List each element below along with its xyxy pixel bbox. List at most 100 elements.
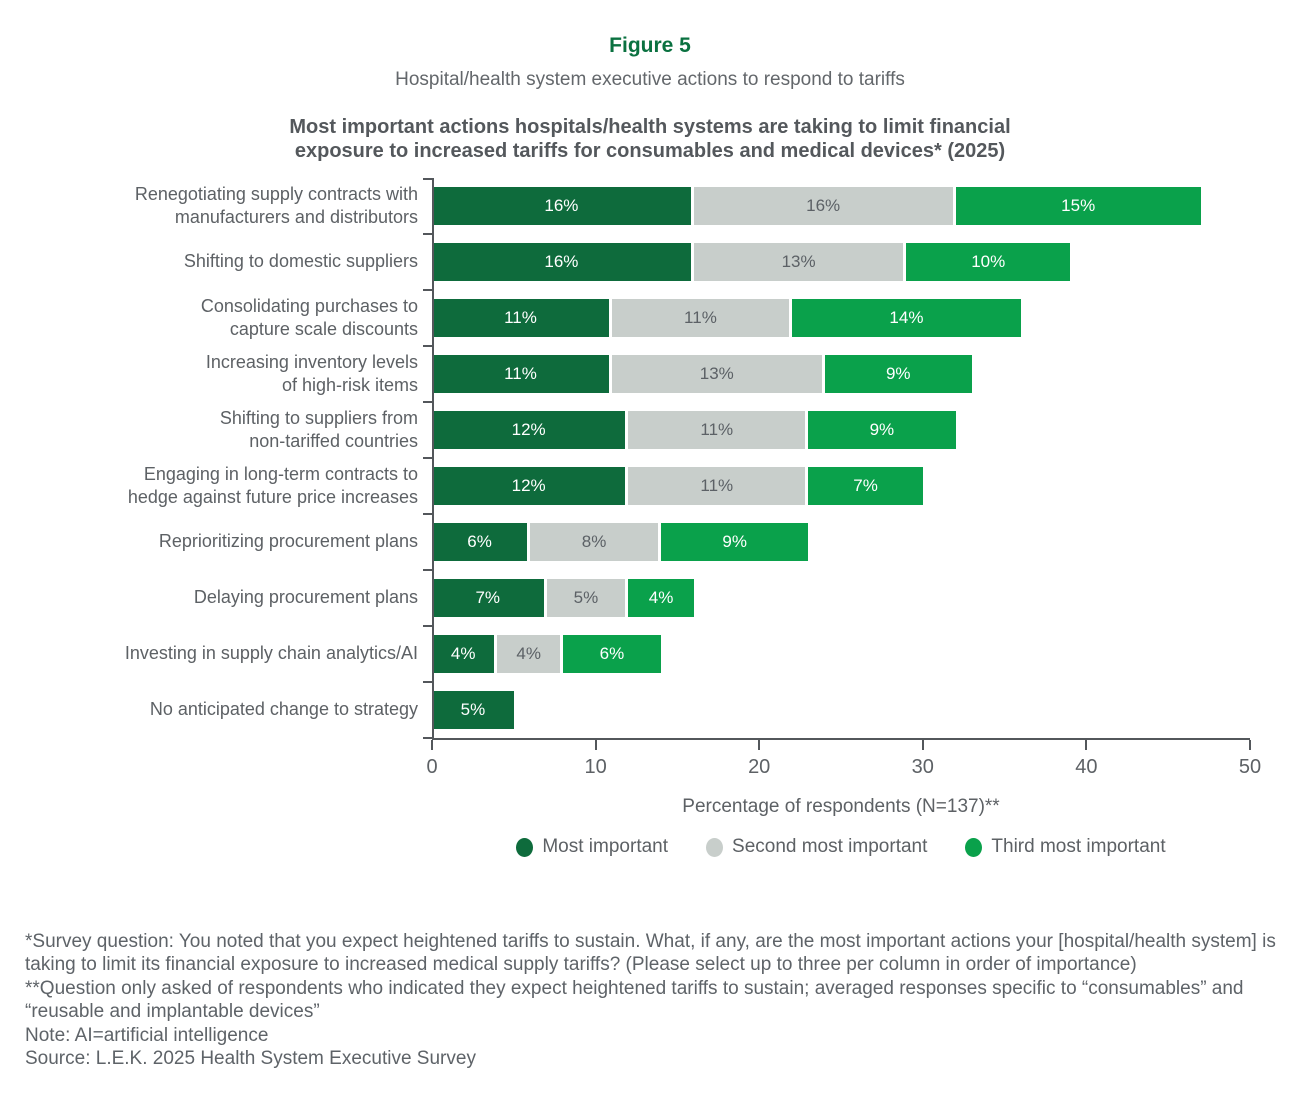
bar-segment: 5%: [432, 691, 514, 729]
bar-track: 4% 4% 6%: [432, 635, 1250, 673]
bar-segment: 9%: [661, 523, 809, 561]
footnote-line: Source: L.E.K. 2025 Health System Execut…: [25, 1048, 476, 1070]
legend-item: Third most important: [965, 836, 1166, 858]
bar-row: Shifting to suppliers from non-tariffed c…: [0, 402, 1300, 458]
bar-segment: 16%: [432, 243, 694, 281]
bar-row: Engaging in long-term contracts to hedge …: [0, 458, 1300, 514]
bar-segment: 11%: [432, 355, 612, 393]
bar-track: 16% 13% 10%: [432, 243, 1250, 281]
y-axis-tick: [423, 513, 432, 515]
category-label: Increasing inventory levels of high-risk …: [205, 351, 418, 395]
bar-row: Delaying procurement plans 7% 5% 4%: [0, 570, 1300, 626]
x-axis-title: Percentage of respondents (N=137)**: [682, 796, 1000, 817]
legend-item: Most important: [516, 836, 668, 858]
bar-segment: 12%: [432, 467, 629, 505]
bar-row: Investing in supply chain analytics/AI 4%…: [0, 626, 1300, 682]
stacked-bar-chart: Renegotiating supply contracts with manuf…: [0, 178, 1300, 878]
bar-segment: 4%: [432, 635, 498, 673]
bar-row: Shifting to domestic suppliers 16% 13% 10%: [0, 234, 1300, 290]
bar-row: Consolidating purchases to capture scale …: [0, 290, 1300, 346]
bar-segment: 13%: [693, 243, 907, 281]
x-axis-tick: [1249, 740, 1251, 750]
figure-subtitle: Hospital/health system executive actions…: [395, 69, 905, 90]
bar-track: 16% 16% 15%: [432, 187, 1250, 225]
x-tick-label: 0: [426, 756, 438, 778]
y-axis-tick: [423, 625, 432, 627]
y-axis-tick: [423, 457, 432, 459]
bar-track: 6% 8% 9%: [432, 523, 1250, 561]
footnote-line: Note: AI=artificial intelligence: [25, 1024, 269, 1046]
bar-segment: 4%: [497, 635, 563, 673]
bar-segment: 7%: [808, 467, 923, 505]
legend-label: Third most important: [991, 836, 1166, 857]
bar-segment: 11%: [628, 467, 809, 505]
y-axis-tick: [423, 681, 432, 683]
x-axis-tick: [921, 740, 924, 750]
category-label: Investing in supply chain analytics/AI: [124, 643, 418, 664]
legend-item: Second most important: [706, 836, 927, 858]
bar-segment: 10%: [906, 243, 1071, 281]
bar-track: 7% 5% 4%: [432, 579, 1250, 617]
category-label: Reprioritizing procurement plans: [158, 531, 418, 552]
bar-track: 11% 11% 14%: [432, 299, 1250, 337]
y-axis-tick: [423, 737, 432, 739]
bar-segment: 11%: [628, 411, 809, 449]
y-axis-tick: [423, 233, 432, 235]
x-tick-label: 10: [584, 756, 607, 778]
x-axis-tick: [594, 740, 597, 750]
y-axis-tick: [423, 289, 432, 291]
legend-dot-icon: [706, 837, 724, 857]
bar-segment: 6%: [432, 523, 531, 561]
bar-track: 12% 11% 9%: [432, 411, 1250, 449]
bar-segment: 8%: [530, 523, 662, 561]
category-label: Delaying procurement plans: [193, 587, 418, 608]
bar-row: Reprioritizing procurement plans 6% 8% 9%: [0, 514, 1300, 570]
category-label: Engaging in long-term contracts to hedge …: [127, 463, 418, 507]
bar-row: Renegotiating supply contracts with manuf…: [0, 178, 1300, 234]
category-label: Shifting to domestic suppliers: [183, 251, 418, 272]
category-label: Shifting to suppliers from non-tariffed c…: [219, 407, 418, 451]
figure-label: Figure 5: [609, 34, 691, 57]
plot-area: Renegotiating supply contracts with manuf…: [0, 178, 1300, 738]
category-label: Consolidating purchases to capture scale …: [200, 295, 418, 339]
footnote-line: *Survey question: You noted that you exp…: [25, 931, 1276, 976]
bar-track: 12% 11% 7%: [432, 467, 1250, 505]
category-label: Renegotiating supply contracts with manuf…: [134, 183, 418, 227]
x-tick-label: 30: [911, 756, 934, 778]
bar-segment: 12%: [432, 411, 629, 449]
bar-track: 11% 13% 9%: [432, 355, 1250, 393]
bar-segment: 16%: [693, 187, 956, 225]
y-axis-tick: [423, 401, 432, 403]
y-axis-tick: [423, 569, 432, 571]
x-tick-label: 20: [748, 756, 771, 778]
x-tick-label: 50: [1238, 756, 1262, 778]
chart-legend: Most important Second most important Third…: [432, 836, 1250, 858]
category-label: No anticipated change to strategy: [149, 699, 418, 720]
bar-segment: 9%: [824, 355, 972, 393]
footnotes: *Survey question: You noted that you exp…: [25, 930, 1277, 1071]
bar-segment: 13%: [611, 355, 825, 393]
legend-label: Second most important: [732, 836, 928, 857]
bar-segment: 15%: [955, 187, 1201, 225]
x-axis-line: [432, 738, 1250, 740]
bar-track: 5%: [432, 691, 1250, 729]
bar-segment: 5%: [546, 579, 629, 617]
x-axis-tick: [1085, 740, 1088, 750]
bar-segment: 7%: [432, 579, 547, 617]
bar-segment: 9%: [808, 411, 956, 449]
bar-row: No anticipated change to strategy 5%: [0, 682, 1300, 738]
legend-dot-icon: [965, 837, 983, 857]
bar-segment: 4%: [628, 579, 694, 617]
bar-segment: 14%: [791, 299, 1021, 337]
footnote-line: **Question only asked of respondents who…: [25, 977, 1244, 1023]
y-axis-tick: [423, 178, 432, 180]
bar-segment: 11%: [611, 299, 792, 337]
x-axis-tick: [431, 740, 433, 750]
legend-label: Most important: [542, 836, 669, 857]
chart-title: Most important actions hospitals/health …: [289, 116, 1011, 162]
x-tick-label: 40: [1075, 756, 1098, 778]
bar-segment: 11%: [432, 299, 612, 337]
bar-segment: 6%: [562, 635, 662, 673]
y-axis-tick: [423, 345, 432, 347]
bar-segment: 16%: [432, 187, 694, 225]
